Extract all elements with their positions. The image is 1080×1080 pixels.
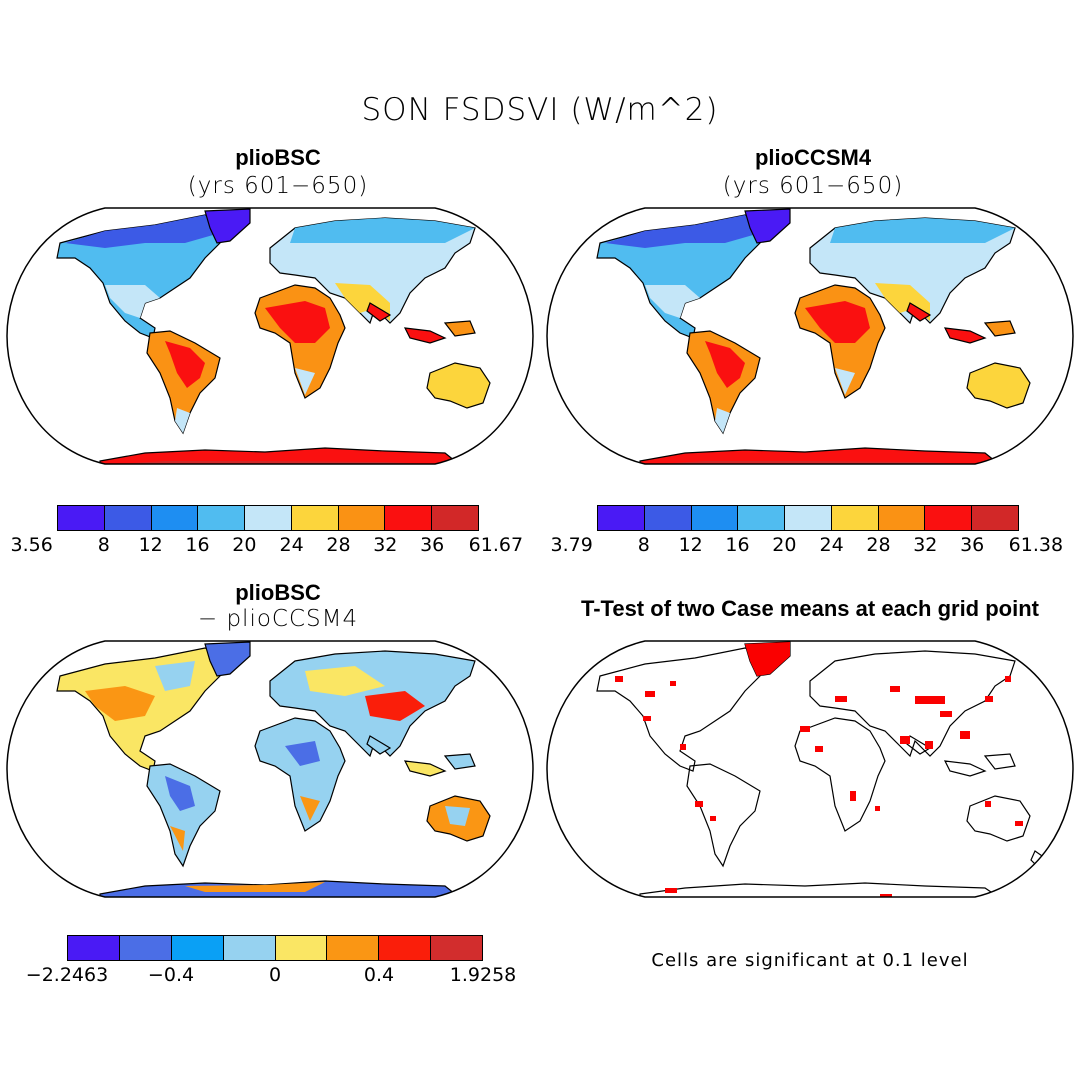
panel1-tick-label: 3.56 bbox=[10, 534, 53, 556]
panel3-tick-label: 1.9258 bbox=[449, 964, 517, 986]
panel1-colorbar-labels: 3.56 8 12 16 20 24 28 32 36 61.67 bbox=[11, 534, 524, 558]
panel2-title: plioCCSM4 bbox=[754, 145, 872, 170]
panel2-swatch bbox=[878, 506, 926, 530]
panel2-colorbar bbox=[597, 505, 1019, 531]
panel1-subtitle: (yrs 601−650) bbox=[187, 173, 369, 199]
panel3-tick-label: 0 bbox=[268, 964, 282, 986]
panel2-swatch bbox=[925, 506, 973, 530]
panel1-swatch bbox=[385, 506, 433, 530]
panel3-tick-label: 0.4 bbox=[363, 964, 395, 986]
figure-title: SON FSDSVI (W/m^2) bbox=[361, 92, 719, 128]
panel2-tick-label: 16 bbox=[725, 534, 750, 556]
panel3-tick-label: −0.4 bbox=[147, 964, 195, 986]
panel2-tick-label: 8 bbox=[637, 534, 650, 556]
panel1-tick-label: 36 bbox=[420, 534, 445, 556]
panel2-tick-label: 36 bbox=[960, 534, 985, 556]
panel2-map bbox=[546, 207, 1074, 465]
panel2-swatch bbox=[831, 506, 879, 530]
panel3-swatch bbox=[68, 936, 120, 960]
panel1-tick-label: 20 bbox=[232, 534, 257, 556]
panel1-tick-label: 28 bbox=[326, 534, 351, 556]
panel2-tick-label: 3.79 bbox=[550, 534, 593, 556]
panel1-swatch bbox=[245, 506, 292, 530]
significance-note: Cells are significant at 0.1 level bbox=[651, 950, 969, 971]
panel2-tick-label: 61.38 bbox=[1008, 534, 1064, 556]
panel2-swatch bbox=[738, 506, 786, 530]
panel4-map bbox=[546, 640, 1074, 898]
panel2-swatch bbox=[691, 506, 739, 530]
panel2-swatch bbox=[785, 506, 832, 530]
panel4-title: T-Test of two Case means at each grid po… bbox=[580, 596, 1039, 621]
panel1-tick-label: 12 bbox=[138, 534, 163, 556]
panel2-tick-label: 28 bbox=[866, 534, 891, 556]
panel3-swatch bbox=[327, 936, 380, 960]
panel3-swatch bbox=[275, 936, 328, 960]
panel1-swatch bbox=[198, 506, 246, 530]
panel2-swatch bbox=[972, 506, 1019, 530]
panel2-subtitle: (yrs 601−650) bbox=[722, 173, 904, 199]
panel1-tick-label: 32 bbox=[373, 534, 398, 556]
panel3-swatch bbox=[379, 936, 432, 960]
panel3-map bbox=[6, 640, 534, 898]
panel3-colorbar-labels: −2.2463 −0.4 0 0.4 1.9258 bbox=[26, 964, 516, 988]
panel4-significance-cells bbox=[615, 642, 1023, 897]
panel3-subtitle: − plioCCSM4 bbox=[197, 606, 359, 632]
panel1-swatch bbox=[338, 506, 386, 530]
panel2-tick-label: 32 bbox=[913, 534, 938, 556]
panel1-tick-label: 61.67 bbox=[468, 534, 524, 556]
panel3-swatch bbox=[119, 936, 172, 960]
panel1-map bbox=[6, 207, 534, 465]
panel3-title: plioBSC bbox=[235, 580, 321, 605]
panel1-swatch bbox=[104, 506, 152, 530]
panel3-land bbox=[56, 641, 491, 897]
panel3-swatch bbox=[223, 936, 276, 960]
panel3-swatch bbox=[171, 936, 224, 960]
panel1-swatch bbox=[58, 506, 105, 530]
panel2-tick-label: 12 bbox=[678, 534, 703, 556]
panel2-tick-label: 24 bbox=[819, 534, 844, 556]
panel1-colorbar bbox=[57, 505, 479, 531]
panel1-swatch bbox=[151, 506, 199, 530]
panel2-swatch bbox=[598, 506, 645, 530]
panel2-land bbox=[596, 208, 1031, 464]
panel1-swatch bbox=[291, 506, 339, 530]
panel1-tick-label: 24 bbox=[279, 534, 304, 556]
panel3-colorbar bbox=[67, 935, 483, 961]
panel2-colorbar-labels: 3.79 8 12 16 20 24 28 32 36 61.38 bbox=[551, 534, 1064, 558]
panel1-tick-label: 8 bbox=[97, 534, 110, 556]
panel3-swatch bbox=[431, 936, 482, 960]
panel1-tick-label: 16 bbox=[185, 534, 210, 556]
panel2-tick-label: 20 bbox=[772, 534, 797, 556]
panel2-swatch bbox=[644, 506, 692, 530]
panel1-land bbox=[56, 208, 491, 464]
panel3-tick-label: −2.2463 bbox=[25, 964, 109, 986]
panel1-swatch bbox=[432, 506, 479, 530]
panel1-title: plioBSC bbox=[235, 145, 321, 170]
